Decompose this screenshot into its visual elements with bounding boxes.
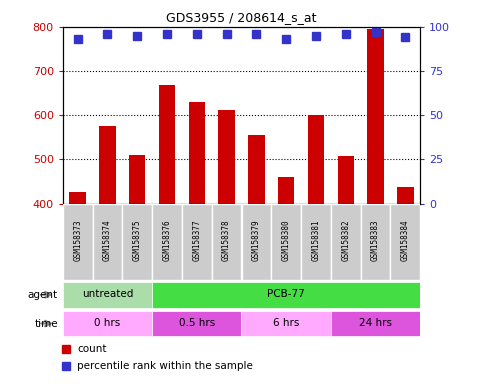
Bar [242, 204, 271, 280]
Text: 0.5 hrs: 0.5 hrs [179, 318, 215, 328]
Text: GSM158374: GSM158374 [103, 220, 112, 261]
Bar [308, 115, 324, 204]
Bar [248, 135, 265, 204]
Bar [338, 156, 354, 204]
Bar [93, 204, 122, 280]
Text: GSM158375: GSM158375 [133, 220, 142, 261]
Text: count: count [77, 344, 107, 354]
Bar [159, 85, 175, 204]
Bar [182, 204, 212, 280]
Bar [63, 204, 93, 280]
Text: 6 hrs: 6 hrs [273, 318, 299, 328]
Text: agent: agent [28, 290, 58, 300]
Bar [212, 204, 242, 280]
Text: GSM158379: GSM158379 [252, 220, 261, 261]
Bar [152, 204, 182, 280]
Bar [70, 192, 86, 204]
Bar [152, 311, 242, 336]
Text: GSM158373: GSM158373 [73, 220, 82, 261]
Text: time: time [34, 318, 58, 329]
Bar [271, 204, 301, 280]
Bar [242, 311, 331, 336]
Text: percentile rank within the sample: percentile rank within the sample [77, 361, 253, 371]
Bar [301, 204, 331, 280]
Bar [152, 282, 420, 308]
Text: untreated: untreated [82, 289, 133, 299]
Bar [122, 204, 152, 280]
Bar [361, 204, 390, 280]
Bar [278, 177, 294, 204]
Text: GSM158376: GSM158376 [163, 220, 171, 261]
Bar [129, 155, 145, 204]
Text: GSM158378: GSM158378 [222, 220, 231, 261]
Text: GSM158382: GSM158382 [341, 220, 350, 261]
Bar [331, 311, 420, 336]
Bar [63, 282, 152, 308]
Text: 0 hrs: 0 hrs [94, 318, 121, 328]
Text: 24 hrs: 24 hrs [359, 318, 392, 328]
Bar [218, 110, 235, 204]
Bar [99, 126, 115, 204]
Bar [331, 204, 361, 280]
Text: GSM158377: GSM158377 [192, 220, 201, 261]
Text: GSM158383: GSM158383 [371, 220, 380, 261]
Text: GSM158384: GSM158384 [401, 220, 410, 261]
Text: PCB-77: PCB-77 [267, 289, 305, 299]
Bar [368, 29, 384, 204]
Text: GSM158380: GSM158380 [282, 220, 291, 261]
Bar [63, 311, 152, 336]
Bar [390, 204, 420, 280]
Bar [397, 187, 413, 204]
Title: GDS3955 / 208614_s_at: GDS3955 / 208614_s_at [166, 11, 317, 24]
Text: GSM158381: GSM158381 [312, 220, 320, 261]
Bar [189, 102, 205, 204]
